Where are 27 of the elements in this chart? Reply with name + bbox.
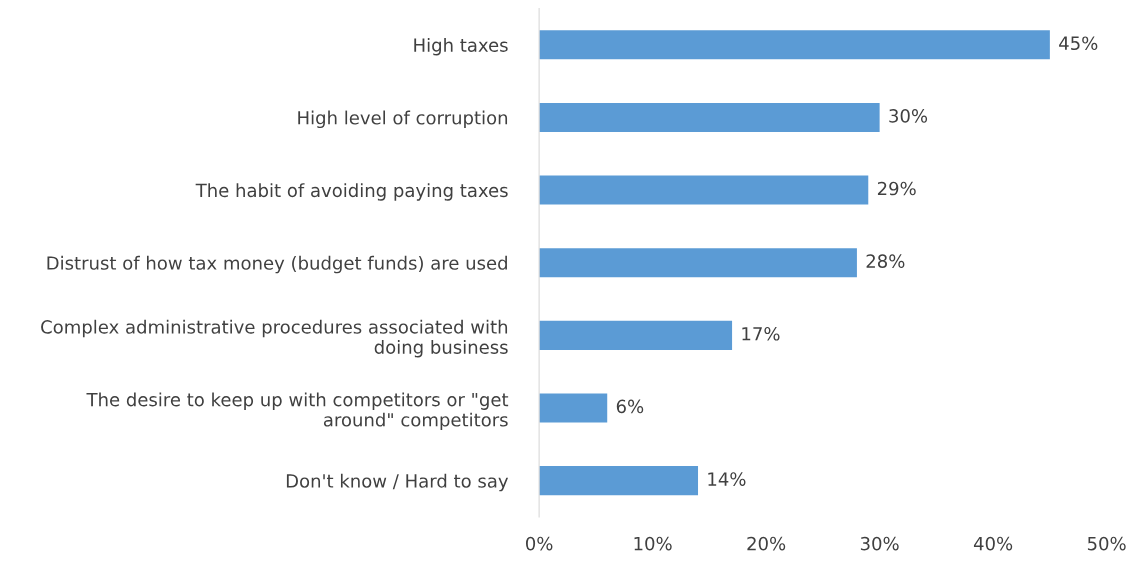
y-tick-label: The habit of avoiding paying taxes	[195, 183, 508, 201]
data-label: 28%	[866, 254, 905, 268]
x-tick-label: 10%	[634, 536, 672, 551]
x-tick-label: 0%	[525, 536, 553, 551]
data-label: 30%	[889, 109, 928, 123]
data-label: 29%	[877, 181, 916, 196]
bar	[539, 393, 608, 423]
bar	[539, 30, 1050, 60]
x-tick-label: 30%	[860, 536, 899, 551]
data-label: 17%	[742, 326, 780, 341]
y-tick-label: Distrust of how tax money (budget funds) are used	[47, 255, 507, 274]
y-tick-label: The desire to keep up with competitors or "get around" competitors	[86, 392, 509, 431]
x-tick-label: 20%	[747, 536, 786, 551]
y-tick-label: Complex administrative procedures associated with doing business	[41, 319, 508, 358]
data-label: 6%	[616, 399, 644, 414]
y-tick-label: High level of corruption	[298, 110, 508, 129]
bar	[539, 466, 699, 496]
bar	[539, 320, 733, 350]
x-tick-label: 40%	[973, 536, 1013, 551]
y-tick-label: Don't know / Hard to say	[286, 473, 509, 492]
y-tick-label: High taxes	[414, 37, 508, 56]
bar	[539, 175, 869, 205]
x-tick-label: 50%	[1087, 536, 1126, 551]
data-label: 14%	[708, 472, 746, 486]
bar	[539, 102, 880, 132]
data-label: 45%	[1059, 36, 1098, 51]
bar	[539, 248, 857, 278]
